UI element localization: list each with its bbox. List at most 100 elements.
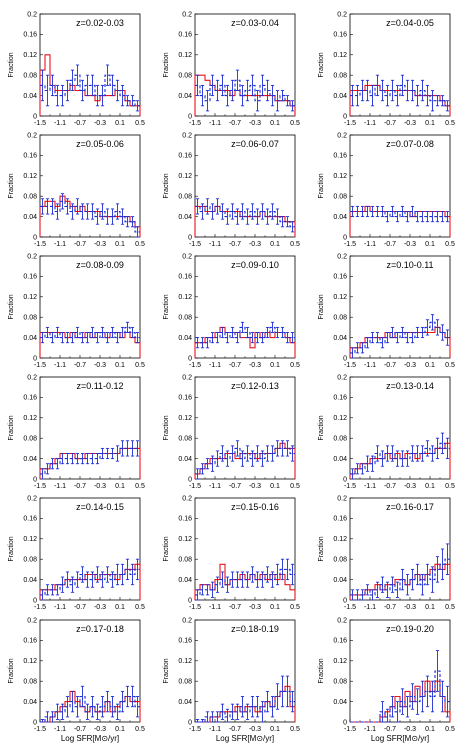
y-tick-label: 0.08 [333,557,347,564]
x-tick-label: 0.1 [425,483,435,490]
y-tick-label: 0 [343,113,347,120]
subplot-13: 0 0.04 0.08 0.12 0.16 0.2 -1.5 -1.1 -0.7 -0.3 0.1 0… [8,495,145,611]
x-tick-label: -0.7 [384,120,396,127]
y-tick-label: 0.12 [333,173,347,180]
x-tick-label: -0.3 [249,604,261,611]
y-tick-label: 0.04 [178,93,192,100]
data-histogram-line [350,84,450,107]
x-tick-label: -1.5 [189,241,201,248]
x-tick-label: -0.3 [249,483,261,490]
panel-title: z=0.06-0.07 [231,139,279,149]
data-histogram-line [350,670,450,723]
y-tick-label: 0.04 [333,456,347,463]
y-tick-label: 0 [343,355,347,362]
subplot-1: 0 0.04 0.08 0.12 0.16 0.2 -1.5 -1.1 -0.7 -0.3 0.1 0… [8,11,145,127]
x-tick-label: 0.1 [270,362,280,369]
x-tick-label: -1.1 [364,120,376,127]
y-tick-label: 0.16 [23,274,37,281]
y-tick-label: 0.12 [333,536,347,543]
y-tick-label: 0.2 [27,132,37,139]
y-tick-label: 0.2 [182,374,192,381]
x-tick-label: 0.5 [290,726,300,733]
y-tick-label: 0.12 [178,415,192,422]
x-tick-label: -0.7 [384,483,396,490]
panel-title: z=0.08-0.09 [76,260,124,270]
y-axis-label: Fraction [163,294,170,319]
x-tick-label: -1.1 [364,604,376,611]
y-tick-label: 0.08 [23,557,37,564]
y-axis-label: Fraction [318,658,325,683]
x-tick-label: -1.1 [54,362,66,369]
subplot-4: 0 0.04 0.08 0.12 0.16 0.2 -1.5 -1.1 -0.7 -0.3 0.1 0… [8,132,145,248]
x-tick-label: 0.5 [445,120,455,127]
x-tick-label: -0.3 [404,726,416,733]
subplot-18: 0 0.04 0.08 0.12 0.16 0.2 -1.5 -1.1 -0.7 -0.3 0.1 0… [318,617,455,743]
x-tick-label: 0.1 [425,726,435,733]
panel-title: z=0.07-0.08 [386,139,434,149]
subplot-16: 0 0.04 0.08 0.12 0.16 0.2 -1.5 -1.1 -0.7 -0.3 0.1 0… [8,617,145,743]
x-tick-label: -0.3 [404,241,416,248]
y-tick-label: 0.16 [178,274,192,281]
x-tick-label: -0.7 [74,726,86,733]
subplot-7: 0 0.04 0.08 0.12 0.16 0.2 -1.5 -1.1 -0.7 -0.3 0.1 0… [8,253,145,369]
y-axis-label: Fraction [8,658,15,683]
x-tick-label: -1.1 [54,604,66,611]
x-tick-label: 0.1 [115,604,125,611]
y-tick-label: 0.2 [27,11,37,18]
y-tick-label: 0.16 [23,32,37,39]
x-tick-label: -1.5 [34,241,46,248]
x-tick-label: -1.5 [34,604,46,611]
x-tick-label: -1.5 [344,241,356,248]
x-tick-label: -1.1 [54,726,66,733]
data-histogram-line [40,568,140,596]
x-tick-label: -1.5 [344,726,356,733]
y-tick-label: 0 [188,476,192,483]
x-tick-label: -0.7 [74,604,86,611]
y-tick-label: 0.16 [333,516,347,523]
y-axis-label: Fraction [8,415,15,440]
y-tick-label: 0.12 [178,658,192,665]
data-histogram-line [350,558,450,596]
y-tick-label: 0.08 [178,194,192,201]
x-tick-label: 0.5 [290,241,300,248]
y-tick-label: 0.2 [27,374,37,381]
y-axis-label: Fraction [8,536,15,561]
panel-title: z=0.11-0.12 [76,381,123,391]
y-tick-label: 0 [343,597,347,604]
x-axis-label: Log SFR[M⊙/yr] [371,734,429,743]
x-tick-label: -0.3 [404,483,416,490]
y-axis-label: Fraction [8,173,15,198]
x-tick-label: 0.1 [425,120,435,127]
x-tick-label: -1.1 [364,362,376,369]
x-tick-label: -1.5 [344,483,356,490]
y-axis-label: Fraction [8,52,15,77]
y-axis-label: Fraction [8,294,15,319]
x-tick-label: 0.5 [290,120,300,127]
y-tick-label: 0.08 [23,436,37,443]
x-tick-label: -1.1 [209,604,221,611]
y-tick-label: 0 [343,719,347,726]
x-tick-label: -0.7 [74,120,86,127]
x-tick-label: -1.5 [344,604,356,611]
y-tick-label: 0.2 [27,617,37,624]
data-histogram-line [195,690,295,723]
y-tick-label: 0.04 [23,577,37,584]
x-tick-label: 0.1 [425,241,435,248]
x-tick-label: -0.7 [74,241,86,248]
x-tick-label: -1.1 [54,241,66,248]
y-axis-label: Fraction [163,658,170,683]
panel-title: z=0.03-0.04 [231,18,279,28]
y-tick-label: 0.2 [337,617,347,624]
y-tick-label: 0.08 [333,315,347,322]
panel-title: z=0.16-0.17 [386,502,434,512]
x-tick-label: 0.5 [135,483,145,490]
y-tick-label: 0.04 [23,456,37,463]
y-tick-label: 0.08 [333,73,347,80]
x-axis-label: Log SFR[M⊙/yr] [61,734,119,743]
y-tick-label: 0.16 [333,638,347,645]
x-tick-label: -0.3 [249,120,261,127]
y-tick-label: 0.12 [333,658,347,665]
x-tick-label: 0.5 [135,726,145,733]
y-tick-label: 0.08 [178,557,192,564]
y-tick-label: 0.2 [337,11,347,18]
